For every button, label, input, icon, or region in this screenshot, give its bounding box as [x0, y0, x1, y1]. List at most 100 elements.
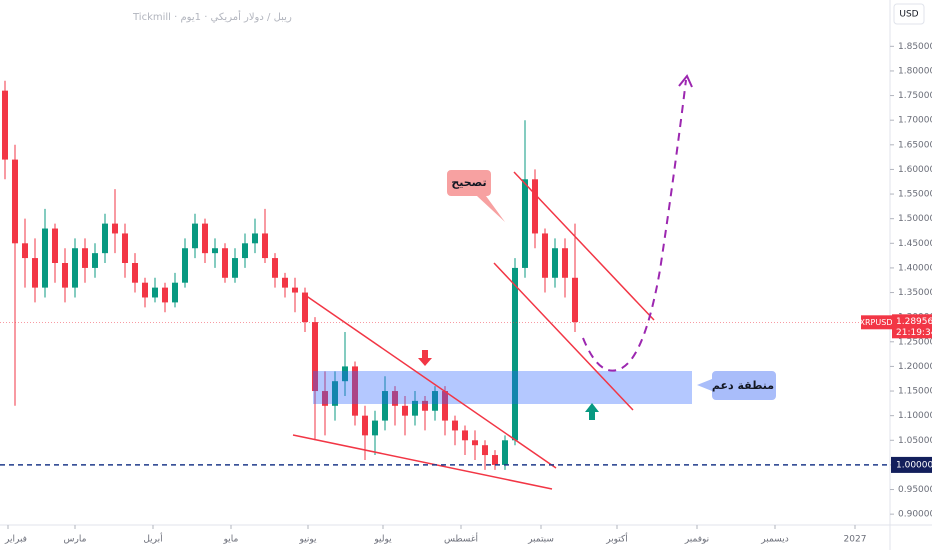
symbol: XRPUSD [860, 318, 893, 327]
x-tick-label: فبراير [4, 535, 27, 545]
x-tick-label: أكتوبر [605, 533, 628, 545]
candle-body [142, 282, 148, 298]
projection-arrowhead [678, 74, 693, 88]
candle-body [522, 179, 528, 268]
candle-body [312, 322, 318, 392]
up-arrow [585, 403, 599, 420]
candle-body [282, 277, 288, 288]
x-tick-label: مارس [64, 535, 87, 545]
candle-body [102, 223, 108, 254]
candle-body [352, 366, 358, 416]
last-price: 1.28956 [896, 317, 932, 327]
channel-line [493, 262, 634, 411]
candle-body [62, 263, 68, 288]
candle-body [112, 223, 118, 234]
candle-body [402, 405, 408, 416]
countdown: 21:19:34 [896, 328, 932, 338]
x-tick-label: نوفمبر [684, 535, 709, 545]
candle-body [442, 391, 448, 421]
x-tick-label: أبريل [143, 533, 162, 545]
candle-body [272, 258, 278, 278]
candle-body [392, 391, 398, 406]
candle-body [12, 159, 18, 244]
candle-body [492, 455, 498, 465]
candle-body [152, 287, 158, 298]
y-tick-label: 1.80000 [898, 66, 932, 76]
y-tick-label: 1.40000 [898, 263, 932, 273]
candle-body [32, 258, 38, 288]
candle-body [22, 243, 28, 259]
y-tick-label: 1.85000 [898, 42, 932, 52]
chart-title: ريبل / دولار أمريكي · 1يوم · Tickmill [132, 10, 292, 23]
candle-body [532, 179, 538, 234]
y-tick-label: 1.10000 [898, 411, 932, 421]
candle-body [212, 248, 218, 254]
candle-body [362, 415, 368, 436]
hline-label: 1.00000 [896, 460, 932, 470]
candle-body [552, 248, 558, 278]
down-arrow [418, 350, 432, 366]
y-tick-label: 0.90000 [898, 510, 932, 520]
candle-body [412, 400, 418, 416]
plot [2, 80, 578, 470]
symbol-box [861, 315, 892, 330]
y-tick-label: 1.70000 [898, 116, 932, 126]
last-price-box [892, 314, 932, 339]
drawings: تصحيح منطقة دعم [292, 74, 776, 490]
candle-body [182, 248, 188, 283]
candle-body [252, 233, 258, 244]
candle-body [72, 248, 78, 288]
candle-body [502, 440, 508, 465]
y-tick-label: 1.45000 [898, 239, 932, 249]
currency-box[interactable] [893, 3, 925, 25]
trend-line [292, 434, 553, 490]
candle-body [132, 263, 138, 283]
candle-body [452, 420, 458, 431]
x-tick-label: سبتمبر [527, 535, 554, 545]
annotation: منطقة دعم [712, 379, 774, 392]
x-tick-label: يونيو [298, 535, 317, 545]
candle-body [512, 267, 518, 441]
candle-body [292, 287, 298, 293]
candle-body [262, 233, 268, 259]
candle-body [322, 391, 328, 406]
x-tick-label: ديسمبر [760, 535, 788, 545]
candle-body [242, 243, 248, 259]
y-tick-label: 1.20000 [898, 362, 932, 372]
candle-body [572, 277, 578, 323]
candle-body [562, 248, 568, 278]
y-tick-label: 1.65000 [898, 140, 932, 150]
x-tick-label: يوليو [373, 535, 392, 545]
candle-body [82, 248, 88, 268]
candle-body [472, 440, 478, 446]
candle-body [462, 430, 468, 441]
y-tick-label: 1.25000 [898, 337, 932, 347]
candle-body [432, 391, 438, 411]
projection-path [582, 79, 687, 372]
trend-line [304, 294, 557, 469]
candle-body [302, 292, 308, 323]
candle-body [232, 258, 238, 278]
candle-body [52, 228, 58, 263]
candle-body [342, 366, 348, 382]
y-tick-label: 0.95000 [898, 485, 932, 495]
y-tick-label: 1.60000 [898, 165, 932, 175]
channel-line [513, 171, 655, 321]
y-tick-label: 1.55000 [898, 190, 932, 200]
callout [697, 371, 776, 400]
y-tick-label: 1.05000 [898, 436, 932, 446]
candle-body [222, 248, 228, 278]
candle-body [422, 400, 428, 411]
support-zone [313, 371, 692, 404]
candle-body [2, 90, 8, 160]
candle-body [192, 223, 198, 249]
candle-body [542, 233, 548, 278]
callout [447, 170, 505, 222]
y-tick-label: 1.75000 [898, 91, 932, 101]
currency: USD [899, 10, 918, 20]
candle-body [122, 233, 128, 263]
candle-body [42, 228, 48, 288]
x-tick-label: مايو [223, 535, 239, 545]
